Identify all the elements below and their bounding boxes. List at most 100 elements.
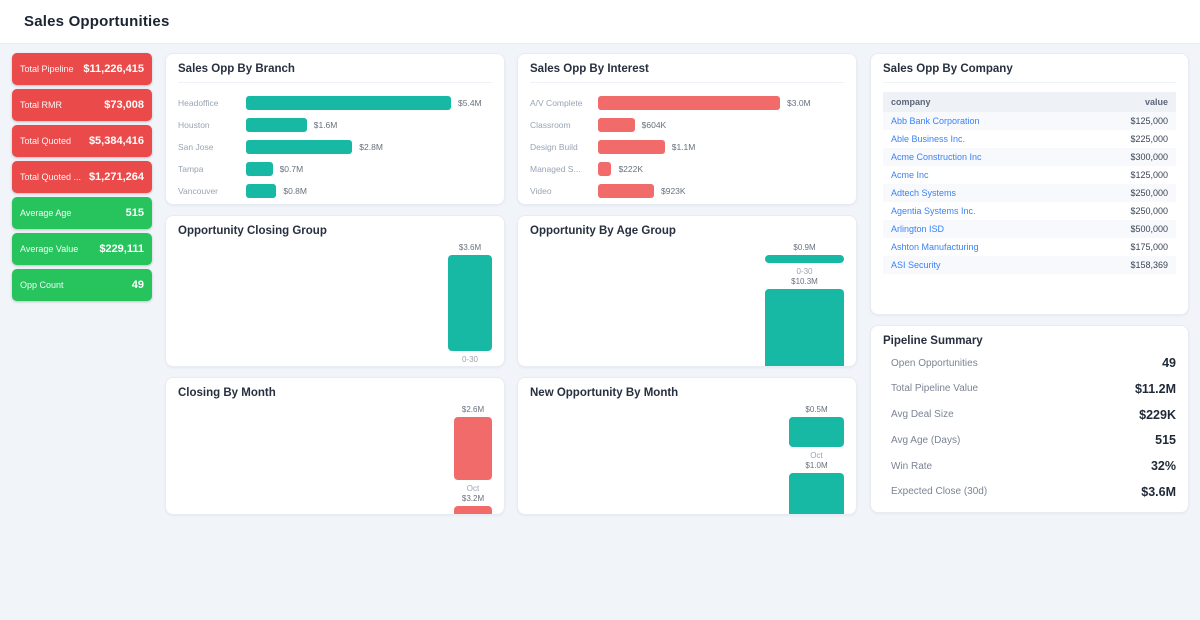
bar-row: Vancouver $0.8M: [178, 180, 492, 202]
bar: [454, 506, 492, 514]
kpi-value: $229,111: [99, 243, 144, 255]
chart-area: $0.9M 0-30$10.3M91Plus: [530, 243, 844, 366]
company-link[interactable]: Able Business Inc.: [891, 134, 966, 144]
bar-value-label: $0.5M: [805, 405, 828, 414]
table-row: Ashton Manufacturing $175,000: [883, 238, 1176, 256]
pipeline-summary-title: Pipeline Summary: [883, 335, 983, 347]
chart-area: A/V Complete $3.0M Classroom $604K Design Bu…: [530, 92, 844, 202]
kpi-label: Total Pipeline: [20, 64, 74, 74]
summary-value: 515: [1155, 433, 1176, 448]
bar-value-label: $222K: [618, 164, 644, 174]
bar: [246, 184, 277, 198]
bar: [246, 96, 451, 110]
bar-category-label: A/V Complete: [530, 98, 583, 108]
kpi-card: Average Value $229,111: [12, 233, 152, 265]
bar-category-label: Oct: [810, 451, 823, 460]
company-link[interactable]: Acme Inc: [891, 170, 929, 180]
bar-column: $3.2MNov: [454, 494, 492, 514]
company-link[interactable]: Arlington ISD: [891, 224, 945, 234]
chart-title: Sales Opp By Branch: [178, 63, 492, 83]
kpi-label: Total Quoted: [20, 136, 72, 146]
company-cell: Acme Inc: [883, 166, 1078, 184]
pipeline-summary-rows: Open Opportunities 49 Total Pipeline Value…: [883, 353, 1176, 503]
company-cell: Acme Construction Inc: [883, 148, 1078, 166]
bar-row: Design Build $1.1M: [530, 136, 844, 158]
bar-category-label: Design Build: [530, 142, 578, 152]
value-cell: $158,369: [1130, 260, 1168, 270]
table-row: Able Business Inc. $225,000: [883, 130, 1176, 148]
company-link[interactable]: Adtech Systems: [891, 188, 957, 198]
bar-value-label: $3.2M: [461, 494, 485, 504]
bar-value-label: $2.8M: [359, 142, 383, 152]
chart-area: $3.6M0-30$2.9M31-60$2.6M61-90$1.4M91Plus…: [178, 243, 492, 366]
company-cell: Agentia Systems Inc.: [883, 202, 1078, 220]
company-cell: Arlington ISD: [883, 220, 1078, 238]
summary-label: Open Opportunities: [891, 357, 978, 369]
bar-value-label: $0.8M: [283, 186, 307, 196]
company-link[interactable]: Agentia Systems Inc.: [891, 206, 976, 216]
table-row: Adtech Systems $250,000: [883, 184, 1176, 202]
bar-category-label: 0-30: [796, 267, 813, 277]
kpi-value: 515: [125, 207, 144, 219]
kpi-card: Total RMR $73,008: [12, 89, 152, 121]
card-opportunity-by-age-group: Opportunity By Age Group $0.9M 0-30 $10.3M…: [517, 215, 857, 367]
bar-value-label: $5.4M: [458, 98, 482, 108]
bar: [598, 162, 612, 176]
company-link[interactable]: Acme Construction Inc: [891, 152, 982, 162]
bar-category-label: 0-30: [461, 355, 478, 364]
bar-row: Headoffice $5.4M: [178, 92, 492, 114]
bar: [598, 96, 780, 110]
value-cell: $300,000: [1130, 152, 1168, 162]
kpi-card: Total Quoted ... $1,271,264: [12, 161, 152, 193]
summary-label: Avg Deal Size: [891, 409, 954, 421]
bar-category-label: Video: [530, 186, 552, 196]
bar-column: $2.9M31-60: [448, 365, 492, 366]
card-sales-opp-by-branch: Sales Opp By Branch Headoffice $5.4M Houst…: [165, 53, 505, 205]
bar-category-label: San Jose: [178, 142, 214, 152]
value-cell: $175,000: [1130, 242, 1168, 252]
bar-value-label: $1.1M: [671, 142, 696, 152]
kpi-value: $1,271,264: [88, 171, 144, 183]
value-column-header: value: [1077, 92, 1176, 112]
kpi-value: $5,384,416: [88, 135, 144, 147]
bar: [598, 118, 635, 132]
company-cell: Ashton Manufacturing: [883, 238, 1078, 256]
bar-column: $0.9M 0-30: [765, 243, 844, 277]
summary-label: Win Rate: [891, 460, 933, 472]
bar: [598, 140, 665, 154]
chart-title: New Opportunity By Month: [530, 387, 679, 399]
kpi-label: Total RMR: [20, 100, 63, 110]
bar-value-label: $604K: [641, 120, 667, 130]
company-link[interactable]: Ashton Manufacturing: [891, 242, 979, 252]
kpi-card: Total Pipeline $11,226,415: [12, 53, 152, 85]
chart-area: Headoffice $5.4M Houston $1.6M San Jose $2.8M…: [178, 92, 492, 202]
summary-row: Open Opportunities 49: [883, 356, 1176, 370]
company-link[interactable]: Abb Bank Corporation: [891, 116, 980, 126]
right-column: Sales Opp By Company company value Abb B…: [870, 53, 1189, 513]
kpi-sidebar: Total Pipeline $11,226,415 Total RMR $73,00…: [12, 53, 152, 301]
card-closing-by-month: Closing By Month $2.6MOct$3.2MNov$1.6MDe…: [165, 377, 505, 515]
company-table: company value Abb Bank Corporation $125,0…: [883, 92, 1176, 274]
bar-value-label: $3.6M: [458, 243, 482, 252]
bar: [448, 255, 492, 351]
table-row: ASI Security $158,369: [883, 256, 1176, 274]
company-link[interactable]: ASI Security: [891, 260, 941, 270]
summary-label: Avg Age (Days): [891, 434, 961, 446]
kpi-label: Average Value: [20, 244, 79, 254]
bar-row: Video $923K: [530, 180, 844, 202]
summary-value: $3.6M: [1141, 484, 1176, 499]
bar: [765, 289, 844, 366]
bar-row: Houston $1.6M: [178, 114, 492, 136]
table-row: Arlington ISD $500,000: [883, 220, 1176, 238]
chart-title: Sales Opp By Interest: [530, 63, 844, 83]
bar-value-label: $923K: [660, 186, 686, 196]
summary-label: Expected Close (30d): [891, 486, 988, 498]
bar-category-label: Vancouver: [178, 186, 219, 196]
summary-row: Expected Close (30d) $3.6M: [883, 485, 1176, 499]
bar: [765, 255, 844, 264]
value-cell: $250,000: [1130, 206, 1168, 216]
kpi-value: 49: [131, 279, 144, 291]
company-cell: Abb Bank Corporation: [883, 112, 1078, 130]
kpi-label: Total Quoted ...: [20, 172, 82, 182]
